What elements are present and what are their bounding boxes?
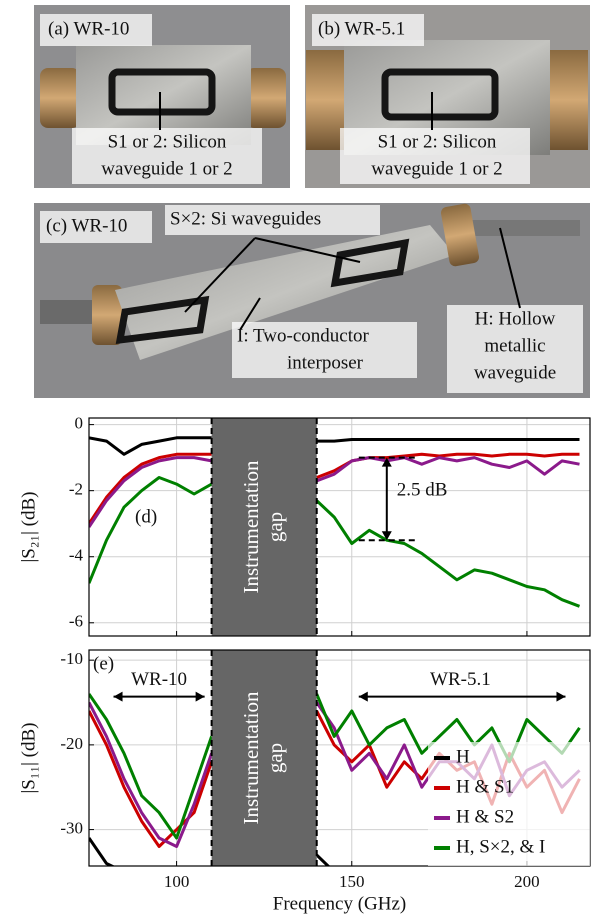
photo-callout: interposer	[287, 352, 364, 373]
gap-region	[211, 650, 317, 866]
arrow-head	[381, 457, 392, 541]
series-line	[89, 837, 331, 866]
series-line	[89, 456, 580, 528]
panel-label: (e)	[93, 653, 114, 674]
x-tick-label: 100	[164, 872, 190, 891]
chart-panel: 100 150 200 -10 -20 -30 Instrumentation gap (e) |…	[18, 649, 591, 914]
photo-callout: S1 or 2: Silicon	[108, 131, 227, 152]
y-tick-label: -30	[60, 818, 83, 837]
series-line	[89, 436, 580, 456]
y-tick-label: -10	[60, 649, 83, 668]
photo-a: (a) WR-10 S1 or 2: Silicon waveguide 1 o…	[34, 5, 290, 188]
annotation: 2.5 dB	[397, 479, 448, 500]
y-tick-label: -4	[69, 546, 84, 565]
x-tick-label: 150	[339, 872, 365, 891]
gap-label: gap	[263, 512, 287, 542]
photo-label: (c) WR-10	[46, 215, 127, 236]
photo-label: (a) WR-10	[48, 18, 129, 39]
photo-b: (b) WR-5.1 S1 or 2: Silicon waveguide 1 …	[305, 5, 590, 188]
series-group	[89, 436, 581, 608]
plot-frame	[88, 417, 591, 637]
series-line	[89, 476, 581, 608]
arrow-head	[195, 691, 205, 702]
photo-callout: waveguide 1 or 2	[101, 158, 232, 179]
panel-label: (d)	[135, 506, 157, 527]
y-axis-title: |S₂₁| (dB)	[18, 492, 39, 563]
chart-panel: 0 -2 -4 -6 Instrumentation gap (d) |S₂₁| (dB) 2.…	[18, 414, 591, 637]
legend-label: H & S2	[456, 806, 514, 827]
arrow-head	[358, 691, 368, 702]
legend-label: H & S1	[456, 776, 514, 797]
photo-callout: S×2: Si waveguides	[170, 208, 321, 229]
photo-callout: I: Two-conductor	[237, 325, 369, 346]
photo-c: (c) WR-10 S×2: Si waveguides I: Two-cond…	[34, 203, 590, 398]
photo-callout: H: Hollow	[475, 308, 556, 329]
band-label: WR-5.1	[430, 669, 491, 690]
y-tick-label: -2	[69, 480, 83, 499]
series-line	[89, 693, 581, 840]
photo-label: (b) WR-5.1	[318, 18, 405, 39]
arrow-head	[113, 691, 123, 702]
band-label: WR-10	[131, 669, 187, 690]
photo-callout: metallic	[484, 335, 545, 356]
photo-callout: waveguide	[474, 362, 556, 383]
x-tick-label: 200	[514, 872, 540, 891]
photo-callout: S1 or 2: Silicon	[378, 131, 497, 152]
y-tick-label: 0	[75, 414, 84, 433]
legend-label: H	[456, 746, 470, 767]
x-axis-title: Frequency (GHz)	[273, 893, 406, 914]
series-line	[89, 452, 580, 525]
y-tick-label: -20	[60, 734, 83, 753]
gap-label: Instrumentation	[239, 460, 263, 593]
y-tick-label: -6	[69, 612, 83, 631]
gap-region	[211, 418, 317, 636]
legend-label: H, S×2, & I	[456, 836, 545, 857]
photo-callout: waveguide 1 or 2	[371, 158, 502, 179]
gap-label: Instrumentation	[239, 691, 263, 824]
legend-box	[428, 742, 590, 866]
arrow-head	[556, 691, 566, 702]
gap-label: gap	[263, 743, 287, 773]
y-axis-title: |S₁₁| (dB)	[18, 723, 39, 794]
